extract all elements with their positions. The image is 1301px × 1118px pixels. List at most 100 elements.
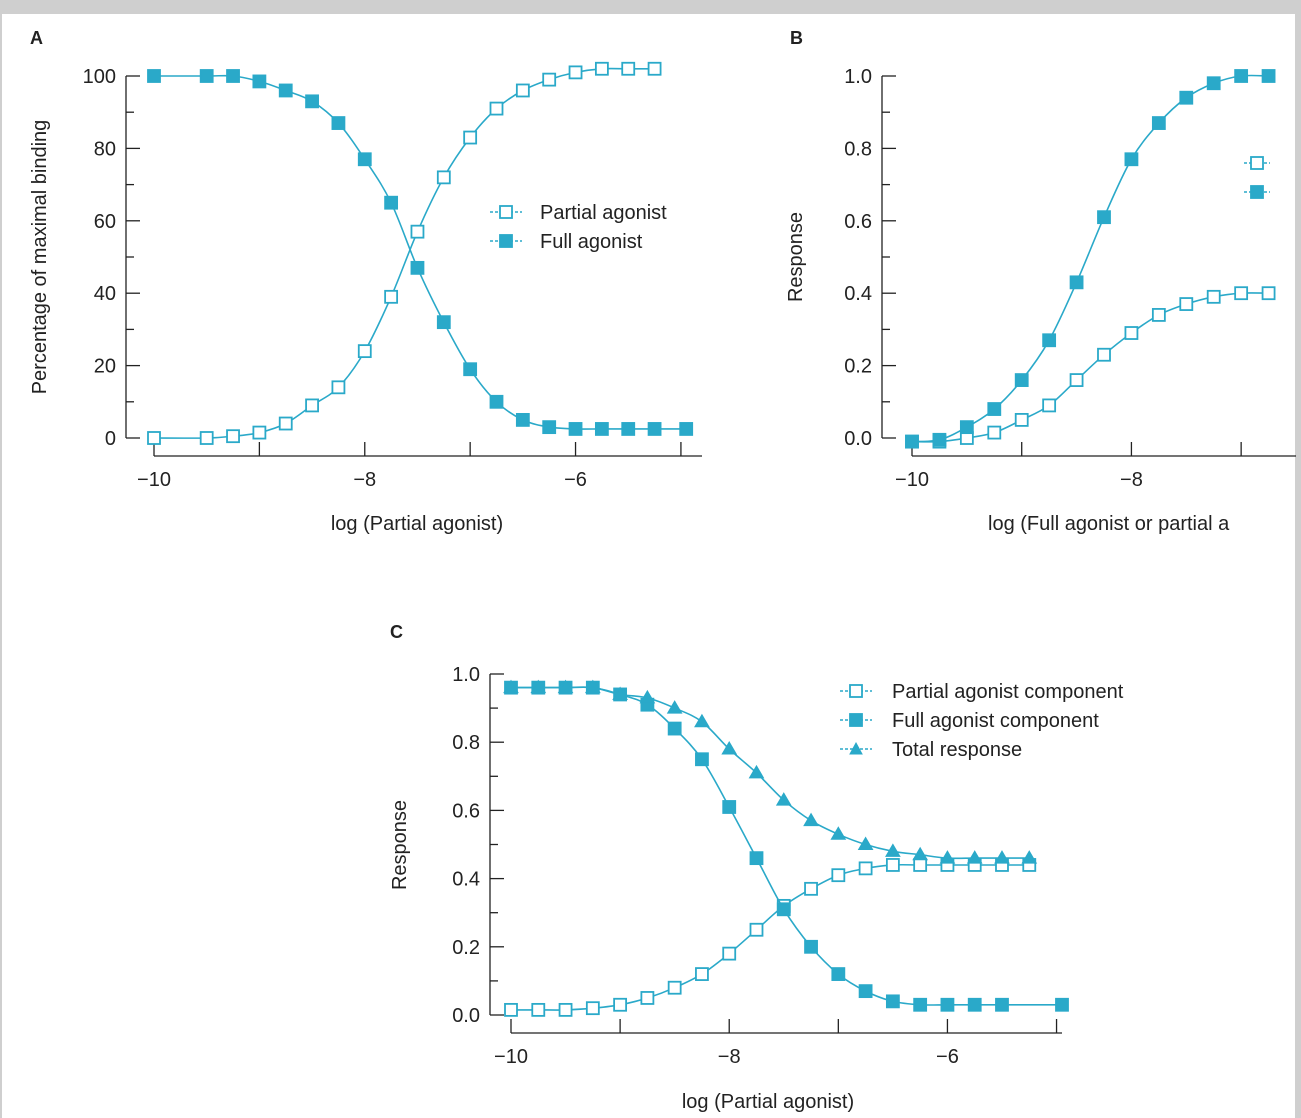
data-point-filled-square: [695, 752, 709, 767]
legend-marker-filled-square: [499, 234, 513, 248]
y-tick-label: 80: [94, 138, 116, 160]
data-point-filled-square: [967, 997, 982, 1012]
legend-label-full-agonist-component: Full agonist component: [892, 710, 1099, 732]
left-border: [0, 14, 2, 1118]
x-tick-label: −10: [137, 469, 171, 491]
data-point-open-square: [463, 130, 478, 145]
data-point-filled-square: [1014, 373, 1029, 387]
data-point-triangle: [748, 764, 765, 779]
data-point-open-square: [1234, 286, 1249, 301]
data-point-filled-square: [305, 94, 319, 109]
data-point-open-square: [613, 997, 628, 1012]
legend-marker-filled-triangle: [849, 741, 863, 755]
y-tick-label: 20: [94, 356, 116, 378]
panel-a-legend: Partial agonist Full agonist: [490, 202, 667, 253]
panel-c-ylabel: Response: [389, 800, 411, 890]
y-tick-label: 0.2: [844, 356, 872, 378]
data-point-open-square: [585, 1001, 600, 1016]
panel-b-ylabel: Response: [785, 212, 807, 302]
data-point-filled-square: [621, 422, 636, 436]
panel-b-letter: B: [790, 28, 803, 48]
data-point-open-square: [640, 991, 655, 1005]
data-point-triangle: [994, 850, 1010, 864]
x-tick-label: −8: [1120, 469, 1143, 491]
data-point-filled-square: [831, 967, 846, 981]
data-point-triangle: [503, 679, 519, 694]
panel-b: B 0.0 0.2 0.4 0.6 0.8 1.0 −10 −8 log (Full agon…: [785, 28, 1296, 535]
data-point-open-square: [1206, 289, 1221, 304]
legend-label-full-agonist: Full agonist: [540, 231, 643, 253]
legend-marker-open-square: [499, 205, 513, 219]
data-point-filled-square: [804, 939, 818, 954]
data-point-filled-square: [647, 422, 662, 436]
data-point-filled-square: [489, 394, 504, 409]
y-tick-label: 1.0: [844, 66, 872, 88]
data-point-filled-square: [252, 74, 267, 89]
data-point-filled-square: [1179, 90, 1194, 105]
y-tick-label: 0.8: [452, 732, 480, 754]
data-point-open-square: [278, 416, 293, 431]
data-point-open-square: [147, 431, 161, 445]
data-point-filled-square: [1124, 152, 1139, 167]
data-point-triangle: [803, 812, 819, 827]
data-point-filled-square: [568, 422, 583, 436]
legend-label-total-response: Total response: [892, 739, 1022, 761]
legend-label-partial-agonist: Partial agonist: [540, 202, 667, 224]
data-point-open-square: [594, 61, 609, 76]
data-point-open-square: [858, 861, 873, 876]
data-point-triangle: [966, 850, 983, 864]
data-point-filled-square: [959, 420, 974, 435]
legend-marker-filled-square: [849, 713, 863, 727]
data-point-open-square: [667, 980, 682, 995]
data-point-open-square: [1151, 308, 1166, 322]
data-point-filled-square: [679, 422, 694, 436]
data-point-filled-square: [1151, 116, 1166, 130]
series-line-a-0: [153, 67, 655, 439]
data-point-open-square: [1069, 373, 1084, 387]
panel-c: C 0.0 0.2 0.4 0.6 0.8 1.0 −10 −8 −6 log (Partial…: [389, 622, 1124, 1113]
data-point-triangle: [721, 741, 738, 755]
panel-a-xlabel: log (Partial agonist): [331, 513, 503, 535]
panel-a-letter: A: [30, 28, 43, 48]
data-point-open-square: [1014, 412, 1029, 427]
data-point-triangle: [885, 843, 901, 857]
right-border: [1295, 14, 1301, 1118]
data-point-triangle: [612, 686, 628, 700]
data-point-open-square: [804, 881, 818, 896]
series-line-c-1: [510, 686, 1062, 1006]
data-point-open-square: [357, 344, 372, 359]
x-tick-label: −10: [494, 1046, 528, 1068]
data-point-open-square: [305, 398, 319, 413]
panel-c-legend: Partial agonist component Full agonist c…: [840, 681, 1124, 761]
legend-label-partial-agonist-component: Partial agonist component: [892, 681, 1124, 703]
data-point-filled-square: [995, 997, 1009, 1012]
panel-c-letter: C: [390, 622, 403, 642]
data-point-filled-square: [1069, 275, 1084, 290]
data-point-open-square: [410, 224, 425, 239]
data-point-filled-square: [913, 997, 928, 1012]
panel-c-xlabel: log (Partial agonist): [682, 1091, 854, 1113]
data-point-triangle: [939, 850, 956, 864]
data-point-open-square: [1124, 326, 1139, 340]
data-point-filled-square: [1206, 76, 1221, 91]
y-tick-label: 0.4: [452, 869, 480, 891]
data-point-open-square: [252, 425, 267, 440]
top-border: [0, 0, 1301, 14]
x-tick-label: −6: [936, 1046, 959, 1068]
data-point-filled-square: [722, 800, 737, 814]
data-point-triangle: [530, 679, 547, 694]
y-tick-label: 100: [83, 66, 116, 88]
data-point-triangle: [830, 826, 847, 840]
data-point-filled-square: [384, 195, 399, 210]
data-point-filled-square: [331, 116, 346, 130]
data-point-triangle: [584, 679, 601, 694]
data-point-open-square: [331, 380, 346, 395]
data-point-filled-square: [357, 152, 372, 167]
y-tick-label: 0.0: [452, 1005, 480, 1027]
data-point-triangle: [639, 689, 656, 704]
data-point-open-square: [384, 289, 399, 304]
data-point-open-square: [436, 170, 451, 185]
data-point-filled-square: [1097, 210, 1111, 225]
data-point-open-square: [226, 429, 240, 444]
